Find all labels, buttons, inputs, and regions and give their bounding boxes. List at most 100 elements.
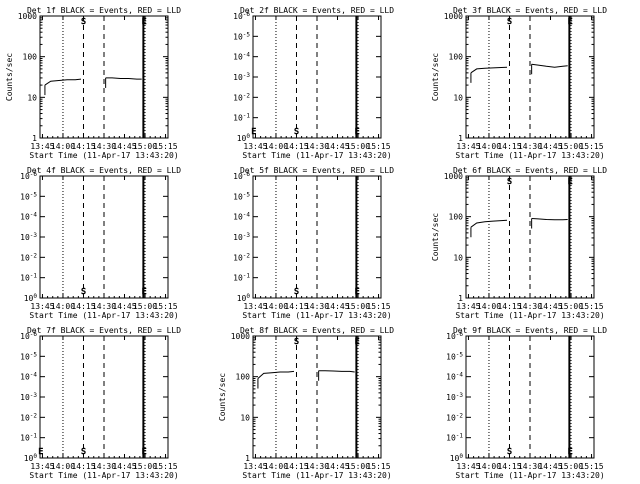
y-tick-label: 10-3 xyxy=(233,72,250,82)
y-tick-label: 10-2 xyxy=(20,252,37,262)
y-tick-label: 10-3 xyxy=(20,232,37,242)
y-tick-label: 10-3 xyxy=(446,392,463,402)
panel-title: Det 7f BLACK = Events, RED = LLD xyxy=(27,326,181,335)
panel-det-7: Det 7f BLACK = Events, RED = LLD13:4514:… xyxy=(20,326,181,480)
x-tick-label: 14:00 xyxy=(264,142,288,151)
x-tick-label: 14:45 xyxy=(112,462,136,471)
x-tick-label: 14:00 xyxy=(51,142,75,151)
y-tick-label: 100 xyxy=(449,53,464,62)
y-tick-label: 10-5 xyxy=(233,31,250,41)
x-tick-label: 15:15 xyxy=(153,142,177,151)
x-axis-label: Start Time (11-Apr-17 13:43:20) xyxy=(242,471,391,480)
x-tick-label: 15:00 xyxy=(346,462,370,471)
x-tick-label: 14:30 xyxy=(92,302,116,311)
events-series-line xyxy=(257,370,295,379)
x-tick-label: 14:30 xyxy=(518,302,542,311)
panel-det-1: Det 1f BLACK = Events, RED = LLD13:4514:… xyxy=(5,6,181,160)
y-tick-label: 100 xyxy=(24,453,38,463)
x-tick-label: 14:00 xyxy=(51,302,75,311)
panel-title: Det 2f BLACK = Events, RED = LLD xyxy=(240,6,394,15)
y-tick-label: 1000 xyxy=(444,172,463,181)
x-tick-label: 15:15 xyxy=(579,302,603,311)
x-tick-label: 15:00 xyxy=(559,142,583,151)
x-tick-label: 14:15 xyxy=(71,142,95,151)
marker-s: S xyxy=(294,127,299,136)
panel-title: Det 3f BLACK = Events, RED = LLD xyxy=(453,6,607,15)
y-tick-label: 10-2 xyxy=(233,252,250,262)
panel-det-5: Det 5f BLACK = Events, RED = LLD 13:45 14:… xyxy=(233,166,394,320)
panel-title: Det 5f BLACK = Events, RED = LLD xyxy=(240,166,394,175)
x-tick-label: 14:15 xyxy=(497,302,521,311)
x-tick-label: 13:45 xyxy=(243,302,267,311)
x-tick-label: 14:30 xyxy=(518,142,542,151)
y-tick-label: 10-6 xyxy=(20,171,37,181)
panel-det-9: Det 9f BLACK = Events, RED = LLD13:4514:… xyxy=(446,326,607,480)
x-tick-label: 14:15 xyxy=(71,462,95,471)
y-tick-label: 100 xyxy=(23,53,38,62)
y-tick-label: 10 xyxy=(453,253,463,262)
panel-det-3: Det 3f BLACK = Events, RED = LLD13:4514:… xyxy=(431,6,607,160)
x-tick-label: 14:15 xyxy=(284,302,308,311)
y-tick-label: 10-6 xyxy=(233,171,250,181)
x-tick-label: 14:15 xyxy=(497,142,521,151)
x-tick-label: 15:15 xyxy=(366,462,390,471)
x-axis-label: Start Time (11-Apr-17 13:43:20) xyxy=(455,471,604,480)
marker-e: E xyxy=(355,337,360,346)
y-tick-label: 10-1 xyxy=(20,273,37,283)
x-tick-label: 14:30 xyxy=(518,462,542,471)
events-series-line xyxy=(105,77,142,80)
y-tick-label: 10-6 xyxy=(233,11,250,21)
x-tick-label: 14:45 xyxy=(538,462,562,471)
y-tick-label: 10-4 xyxy=(233,52,250,62)
x-tick-label: 14:45 xyxy=(325,462,349,471)
y-tick-label: 10-5 xyxy=(446,351,463,361)
panel-title: Det 6f BLACK = Events, RED = LLD xyxy=(453,166,607,175)
x-axis-label: Start Time (11-Apr-17 13:43:20) xyxy=(29,311,178,320)
x-tick-label: 15:00 xyxy=(346,142,370,151)
y-tick-label: 10-3 xyxy=(233,232,250,242)
y-tick-label: 10-2 xyxy=(233,92,250,102)
x-tick-label: 14:45 xyxy=(112,302,136,311)
marker-s: S xyxy=(81,17,86,26)
marker-e: E xyxy=(568,177,573,186)
events-series-line xyxy=(318,370,355,373)
y-axis-label: Counts/sec xyxy=(431,213,440,261)
y-tick-label: 1 xyxy=(458,134,463,143)
x-tick-label: 15:00 xyxy=(559,302,583,311)
x-axis-label: Start Time (11-Apr-17 13:43:20) xyxy=(455,311,604,320)
marker-s: S xyxy=(294,337,299,346)
x-tick-label: 14:45 xyxy=(325,302,349,311)
y-tick-label: 1 xyxy=(32,134,37,143)
x-tick-label: 14:45 xyxy=(325,142,349,151)
marker-e: E xyxy=(568,447,573,456)
x-axis-label: Start Time (11-Apr-17 13:43:20) xyxy=(242,311,391,320)
y-tick-label: 100 xyxy=(449,213,464,222)
marker-s: S xyxy=(81,447,86,456)
y-tick-label: 1000 xyxy=(444,12,463,21)
events-series-line xyxy=(470,219,508,228)
events-series-line xyxy=(531,63,568,68)
y-tick-label: 10-2 xyxy=(20,412,37,422)
events-series-line xyxy=(470,66,508,74)
y-tick-label: 10-1 xyxy=(20,433,37,443)
panel-title: Det 1f BLACK = Events, RED = LLD xyxy=(27,6,181,15)
x-tick-label: 15:15 xyxy=(366,302,390,311)
y-tick-label: 1 xyxy=(245,454,250,463)
x-tick-label: 13:45 xyxy=(243,462,267,471)
y-axis-label: Counts/sec xyxy=(5,53,14,101)
marker-e: E xyxy=(142,447,147,456)
x-tick-label: 14:45 xyxy=(538,142,562,151)
x-tick-label: 15:15 xyxy=(366,142,390,151)
x-tick-label: 14:30 xyxy=(92,142,116,151)
x-tick-label: 14:15 xyxy=(71,302,95,311)
panel-title: Det 4f BLACK = Events, RED = LLD xyxy=(27,166,181,175)
y-tick-label: 10-3 xyxy=(20,392,37,402)
marker-e: E xyxy=(355,127,360,136)
y-axis-label: Counts/sec xyxy=(218,373,227,421)
y-tick-label: 10-4 xyxy=(20,212,37,222)
y-tick-label: 10-4 xyxy=(446,372,463,382)
x-axis-label: Start Time (11-Apr-17 13:43:20) xyxy=(242,151,391,160)
x-tick-label: 15:15 xyxy=(579,142,603,151)
marker-s: S xyxy=(294,287,299,296)
